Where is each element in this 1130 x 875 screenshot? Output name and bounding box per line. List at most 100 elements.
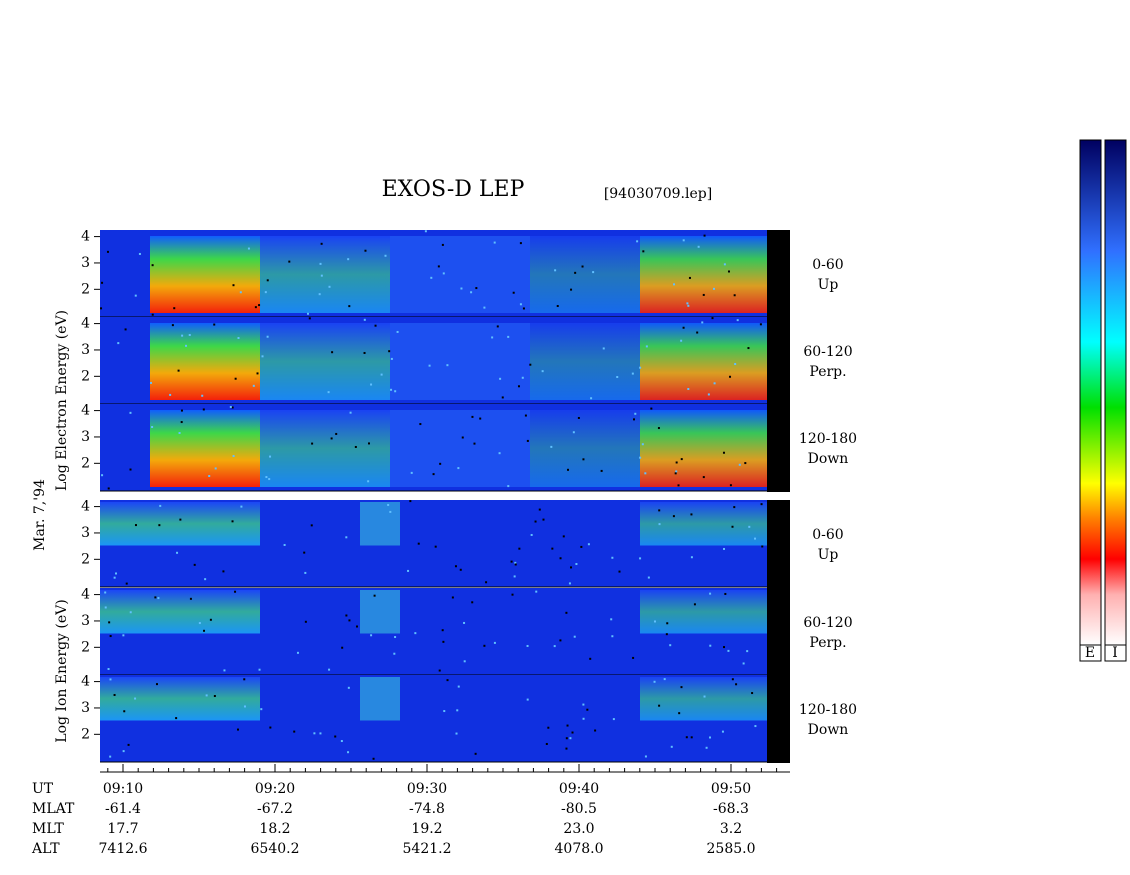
panel-label: 120-180	[799, 702, 857, 718]
spectrogram-texture	[457, 685, 460, 688]
x-row-value: -67.2	[257, 801, 293, 817]
spectrogram-texture	[113, 576, 116, 579]
spectrogram-texture	[127, 743, 130, 746]
y-tick-label: 4	[81, 674, 90, 690]
black-strip	[767, 404, 790, 492]
spectrogram-texture	[180, 409, 183, 412]
spectrogram-texture	[446, 364, 449, 367]
spectrogram-texture	[653, 680, 656, 683]
spectrogram-texture	[589, 657, 592, 660]
spectrogram-texture	[636, 240, 639, 243]
spectrogram-texture	[432, 473, 435, 476]
x-row-value: 09:50	[711, 781, 751, 797]
spectrogram-texture	[236, 728, 239, 731]
x-row-value: 5421.2	[403, 841, 452, 857]
spectrogram-texture	[640, 677, 767, 721]
spectrogram-texture	[390, 388, 393, 391]
spectrogram-texture	[687, 387, 690, 390]
panel-label: 0-60	[812, 527, 843, 543]
spectrogram-texture	[349, 411, 352, 414]
spectrogram-texture	[308, 317, 311, 320]
spectrogram-texture	[675, 461, 678, 464]
spectrogram-texture	[188, 333, 191, 336]
spectrogram-texture	[582, 703, 585, 706]
y-tick-label: 3	[81, 613, 90, 629]
spectrogram-texture	[373, 594, 376, 597]
spectrogram-texture	[711, 317, 714, 320]
spectrogram-texture	[705, 746, 708, 749]
spectrogram-texture	[491, 336, 494, 339]
chart-title: EXOS-D LEP	[382, 177, 525, 202]
spectrogram-texture	[266, 279, 269, 282]
spectrogram-texture	[744, 462, 747, 465]
spectrogram-texture	[442, 640, 445, 643]
spectrogram-texture	[518, 547, 521, 550]
spectrogram-texture	[134, 294, 137, 297]
spectrogram-texture	[473, 442, 476, 445]
panel-label: 60-120	[803, 615, 852, 631]
spectrogram-texture	[155, 683, 158, 686]
spectrogram-texture	[519, 242, 522, 245]
spectrogram-texture	[269, 726, 272, 729]
spectrogram-texture	[185, 344, 188, 347]
spectrogram-texture	[122, 634, 125, 637]
spectrogram-texture	[742, 662, 745, 665]
spectrogram-texture	[567, 468, 570, 471]
spectrogram-texture	[677, 484, 680, 487]
spectrogram-texture	[571, 731, 574, 734]
spectrogram-texture	[173, 307, 176, 310]
black-strip	[767, 317, 790, 405]
spectrogram-texture	[736, 319, 739, 322]
spectrogram-texture	[754, 725, 757, 728]
spectrogram-texture	[328, 668, 331, 671]
spectrogram-texture	[100, 590, 260, 634]
colorbar-e	[1079, 139, 1102, 646]
spectrogram-texture	[101, 281, 104, 284]
spectrogram-texture	[731, 525, 734, 528]
spectrogram-texture	[483, 306, 486, 309]
spectrogram-texture	[535, 590, 538, 593]
spectrogram-texture	[179, 518, 182, 521]
spectrogram-texture	[158, 524, 161, 527]
spectrogram-texture	[470, 291, 473, 294]
spectrogram-texture	[104, 591, 107, 594]
y-tick-label: 2	[81, 639, 90, 655]
spectrogram-texture	[441, 629, 444, 632]
spectrogram-texture	[712, 287, 715, 290]
x-row-value: 09:20	[255, 781, 295, 797]
spectrogram-texture	[644, 472, 647, 475]
spectrogram-texture	[258, 304, 261, 307]
spectrogram-texture	[438, 669, 441, 672]
spectrogram-texture	[754, 537, 757, 540]
spectrogram-texture	[611, 635, 614, 638]
spectrogram-texture	[109, 635, 112, 638]
spectrogram-texture	[390, 323, 530, 400]
spectrogram-texture	[633, 418, 636, 421]
spectrogram-texture	[180, 421, 183, 424]
spectrogram-texture	[252, 384, 255, 387]
spectrogram-texture	[134, 697, 137, 700]
spectrogram-texture	[177, 369, 180, 372]
spectrogram-texture	[688, 276, 691, 279]
spectrogram-texture	[575, 563, 578, 566]
spectrogram-texture	[590, 397, 593, 400]
spectrogram-texture	[761, 545, 764, 548]
spectrogram-texture	[293, 730, 296, 733]
spectrogram-texture	[258, 668, 261, 671]
spectrogram-texture	[639, 366, 642, 369]
spectrogram-texture	[345, 614, 348, 617]
spectrogram-texture	[318, 293, 321, 296]
spectrogram-texture	[266, 335, 269, 338]
x-row-value: 2585.0	[707, 841, 756, 857]
y-tick-label: 2	[81, 455, 90, 471]
spectrogram-texture	[565, 747, 568, 750]
spectrogram-texture	[310, 524, 313, 527]
x-row-value: 4078.0	[555, 841, 604, 857]
spectrogram-texture	[517, 385, 520, 388]
x-row-value: -61.4	[105, 801, 141, 817]
y-tick-label: 2	[81, 281, 90, 297]
spectrogram-texture	[545, 742, 548, 745]
spectrogram-texture	[203, 629, 206, 632]
spectrogram-texture	[634, 412, 637, 415]
